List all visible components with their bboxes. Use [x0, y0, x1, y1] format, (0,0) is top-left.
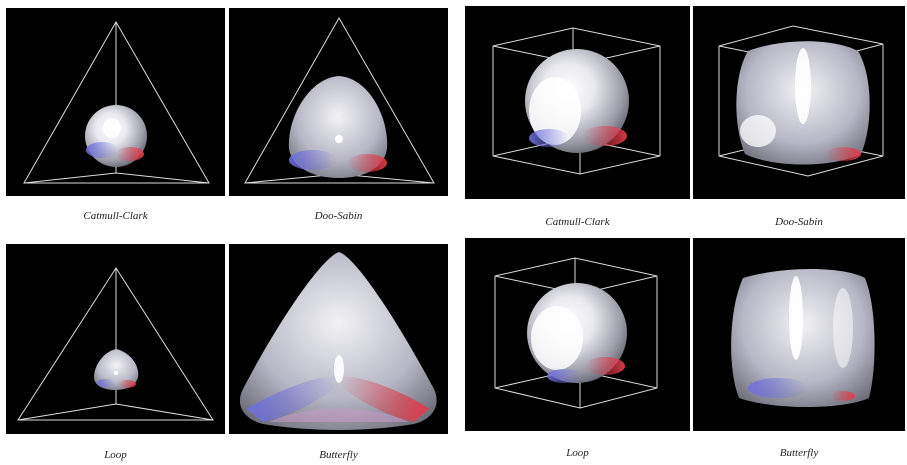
- butterfly-cube-panel: [693, 238, 905, 431]
- butterfly-tetra-render: [239, 252, 437, 430]
- caption-doo-sabin-right: Doo-Sabin: [775, 216, 823, 228]
- butterfly-cube-render: [731, 269, 875, 407]
- doo-sabin-cube-render: [718, 25, 884, 177]
- caption-catmull-clark-right: Catmull-Clark: [545, 216, 610, 228]
- caption-butterfly-right: Butterfly: [779, 447, 819, 459]
- doo-sabin-tetra-render: [244, 16, 435, 184]
- doo-sabin-cube-panel: [693, 6, 905, 199]
- loop-tetra-panel: [6, 244, 225, 434]
- caption-doo-sabin-left: Doo-Sabin: [314, 210, 363, 222]
- caption-catmull-clark-left: Catmull-Clark: [83, 210, 148, 222]
- catmull-clark-cube-panel: [465, 6, 690, 199]
- loop-cube-panel: [465, 238, 690, 431]
- catmull-clark-tetra-render: [23, 20, 210, 184]
- caption-loop-left: Loop: [104, 449, 127, 461]
- caption-butterfly-left: Butterfly: [319, 449, 358, 461]
- doo-sabin-tetra-panel: [229, 8, 448, 196]
- loop-tetra-render: [17, 267, 214, 421]
- caption-loop-right: Loop: [566, 447, 589, 459]
- catmull-clark-cube-render: [492, 27, 661, 175]
- butterfly-tetra-panel: [229, 244, 448, 434]
- loop-cube-render: [494, 257, 658, 409]
- catmull-clark-tetra-panel: [6, 8, 225, 196]
